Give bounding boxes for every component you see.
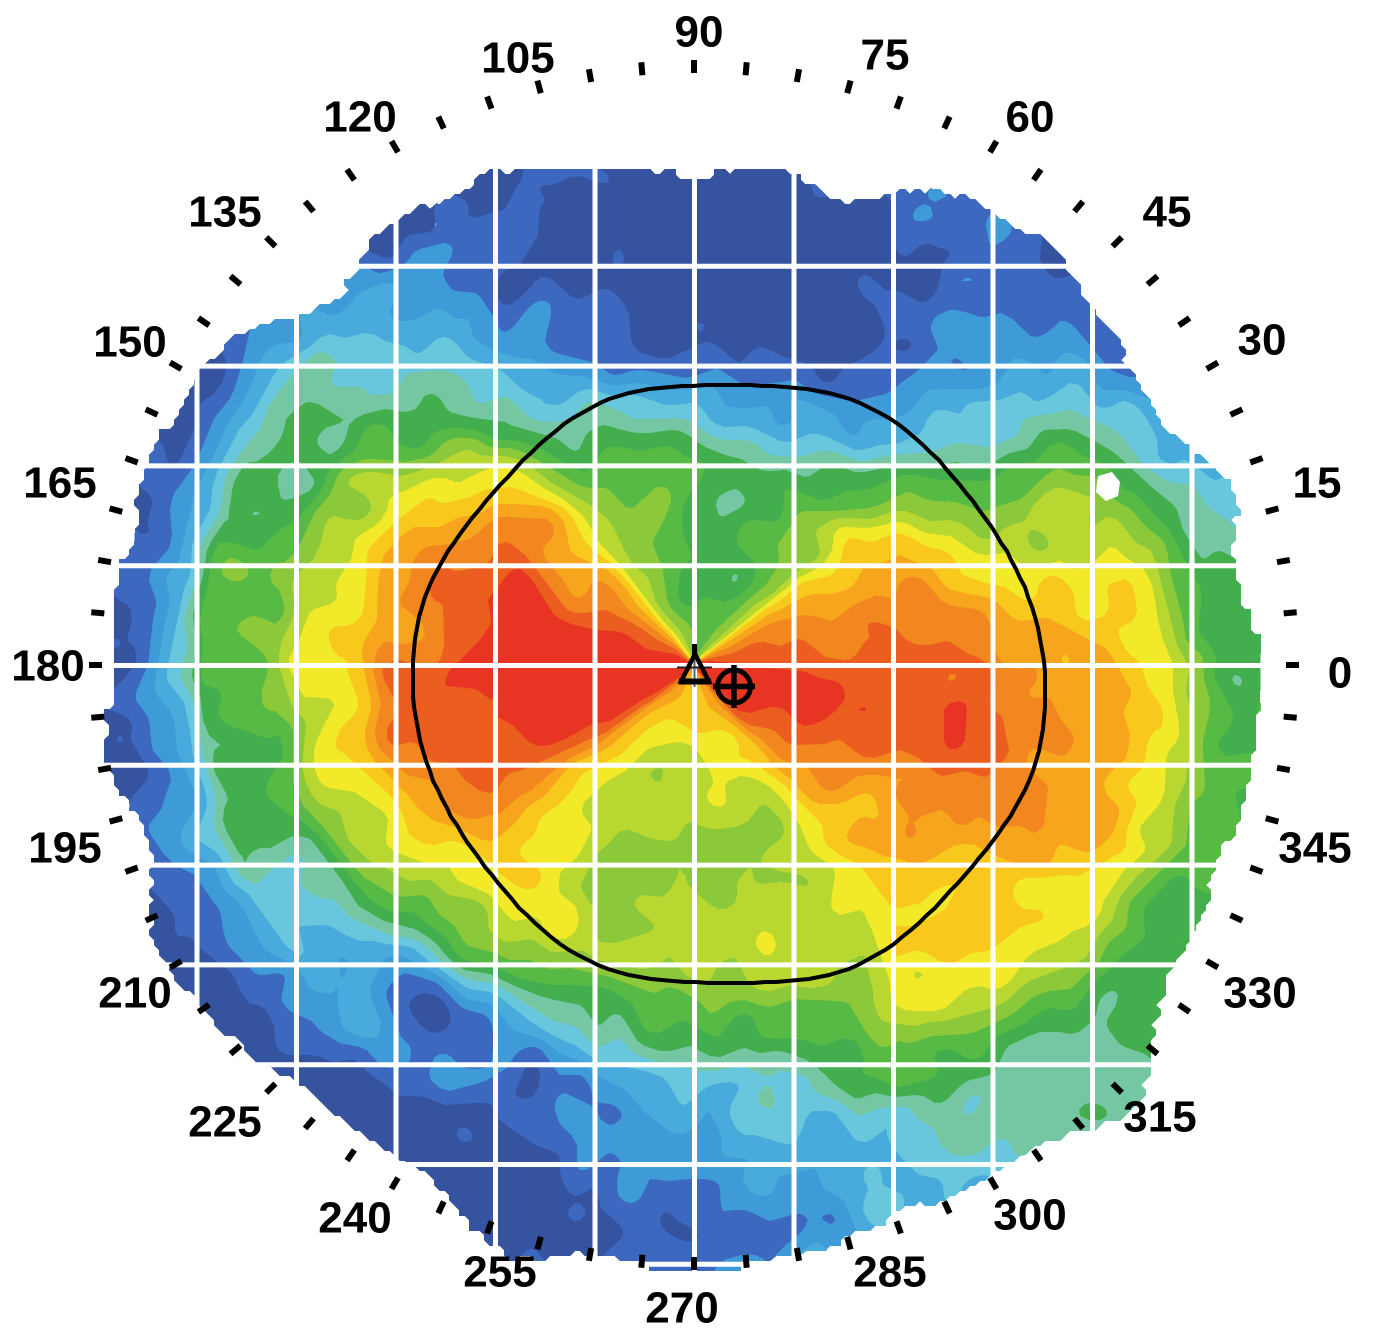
svg-text:105: 105 [481, 34, 554, 83]
svg-text:60: 60 [1006, 93, 1055, 142]
svg-text:345: 345 [1278, 824, 1351, 873]
svg-text:165: 165 [23, 459, 96, 508]
svg-text:240: 240 [318, 1194, 391, 1243]
svg-text:180: 180 [11, 642, 84, 691]
svg-text:90: 90 [675, 8, 724, 57]
svg-text:120: 120 [323, 93, 396, 142]
svg-text:135: 135 [188, 188, 261, 237]
svg-text:75: 75 [861, 31, 910, 80]
svg-text:0: 0 [1328, 649, 1352, 698]
svg-text:270: 270 [645, 1284, 718, 1333]
svg-text:315: 315 [1123, 1093, 1196, 1142]
svg-text:300: 300 [993, 1191, 1066, 1240]
svg-text:195: 195 [28, 824, 101, 873]
svg-text:30: 30 [1238, 316, 1287, 365]
svg-text:210: 210 [98, 969, 171, 1018]
svg-text:150: 150 [93, 318, 166, 367]
svg-text:255: 255 [463, 1248, 536, 1297]
svg-text:330: 330 [1223, 969, 1296, 1018]
svg-text:45: 45 [1143, 188, 1192, 237]
svg-text:285: 285 [853, 1248, 926, 1297]
svg-text:15: 15 [1293, 459, 1342, 508]
svg-text:225: 225 [188, 1098, 261, 1147]
